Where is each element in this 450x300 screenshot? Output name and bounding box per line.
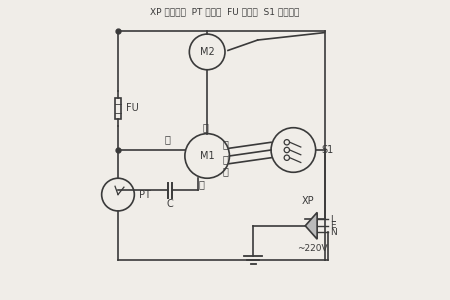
Text: N: N [330,228,337,237]
Text: 蓝: 蓝 [222,139,228,149]
Text: XP 电源插头  PT 定时器  FU 燔断器  S1 调速开关: XP 电源插头 PT 定时器 FU 燔断器 S1 调速开关 [150,7,300,16]
Bar [115,98,121,119]
Text: 黑: 黑 [164,135,170,145]
Text: L: L [330,215,335,224]
Text: 黄: 黄 [198,179,204,189]
Text: M1: M1 [200,151,215,161]
Text: C: C [166,199,173,209]
Polygon shape [305,212,317,239]
Text: 红: 红 [222,166,228,176]
Text: M2: M2 [200,47,215,57]
Text: PT: PT [139,190,151,200]
Text: XP: XP [302,196,315,206]
Text: 白: 白 [222,154,228,164]
Text: ~220V: ~220V [297,244,328,253]
Text: E: E [330,221,336,230]
Text: S1: S1 [321,145,333,155]
Text: 灰: 灰 [203,122,209,132]
Text: FU: FU [126,103,139,113]
